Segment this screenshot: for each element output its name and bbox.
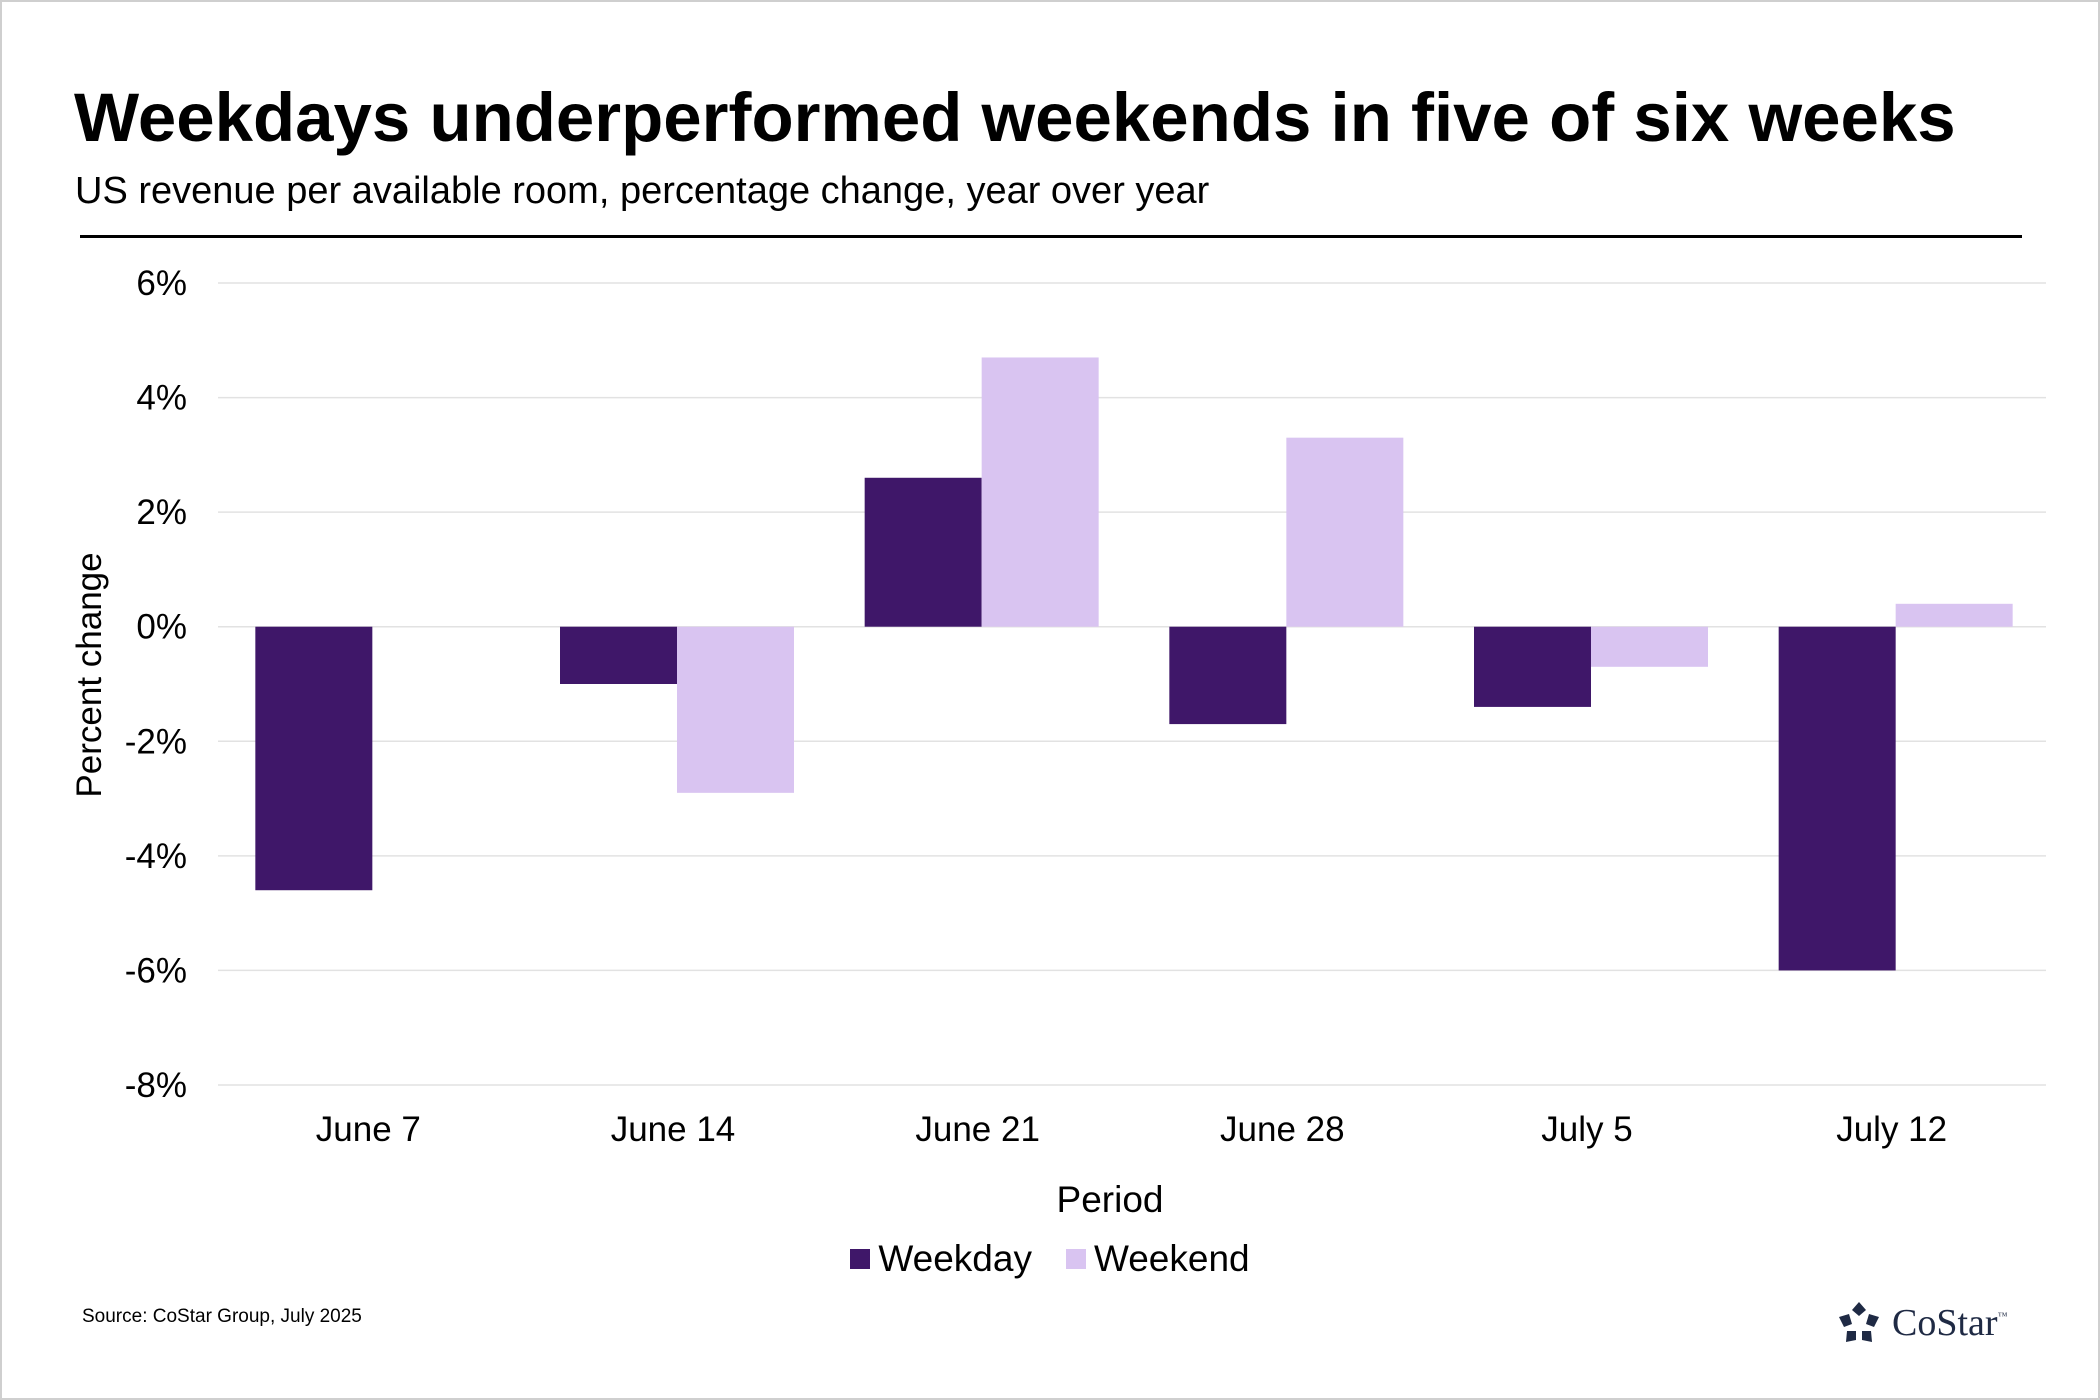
source-note: Source: CoStar Group, July 2025 [82,1306,362,1327]
legend-item-weekend: Weekend [1065,1238,1250,1280]
bar-weekend-june-21 [981,357,1099,627]
legend-swatch-weekday [850,1249,871,1269]
legend-item-weekday: Weekday [850,1238,1032,1280]
bar-weekday-june-28 [1169,626,1287,725]
legend-label-weekend: Weekend [1093,1238,1250,1279]
bar-weekend-july-12 [1895,603,2013,627]
chart-subtitle: US revenue per available room, percentag… [75,170,1210,212]
bar-weekend-june-28 [1286,437,1404,627]
x-axis-label: Period [1057,1179,1164,1220]
y-tick-label: 6% [136,264,187,303]
bar-weekday-june-21 [864,477,982,627]
y-tick-label: -2% [125,722,187,761]
legend-label-weekday: Weekday [878,1238,1032,1279]
x-tick-label: June 7 [316,1110,421,1149]
y-axis-label: Percent change [70,552,109,797]
bar-weekday-june-7 [255,626,373,891]
x-axis-ticks: June 7 June 14 June 21 June 28 July 5 July 12 [316,1110,1947,1149]
x-tick-label: June 28 [1220,1110,1345,1149]
bar-weekday-july-12 [1778,626,1896,971]
costar-star-icon [1839,1302,1879,1342]
x-tick-label: July 12 [1836,1110,1947,1149]
x-tick-label: June 21 [915,1110,1040,1149]
y-tick-label: 0% [136,608,187,647]
chart-title: Weekdays underperformed weekends in five… [74,79,1956,156]
y-tick-label: 4% [136,379,187,418]
bar-weekend-july-5 [1591,626,1708,667]
costar-logo: CoStar™ [1836,1300,2007,1346]
y-tick-label: -6% [125,951,187,990]
y-axis-ticks: 6% 4% 2% 0% -2% -4% -6% -8% [125,264,187,1105]
legend: Weekday Weekend [0,1238,2100,1280]
logo-wordmark: CoStar™ [1892,1302,2008,1344]
x-tick-label: July 5 [1541,1110,1632,1149]
gridlines [218,282,2046,1086]
bar-weekday-june-14 [560,626,677,684]
legend-swatch-weekend [1065,1249,1086,1269]
y-tick-label: 2% [136,493,187,532]
bar-weekend-june-14 [677,626,794,793]
bar-weekday-july-5 [1474,626,1591,707]
title-divider [80,235,2022,238]
y-tick-label: -8% [125,1066,187,1105]
bars [255,357,2013,971]
y-tick-label: -4% [125,837,187,876]
x-tick-label: June 14 [611,1110,736,1149]
